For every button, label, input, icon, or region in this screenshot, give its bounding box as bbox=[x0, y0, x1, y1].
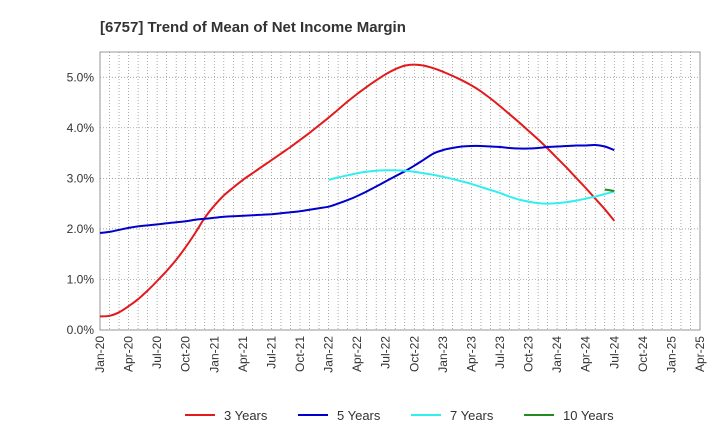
y-tick-label: 2.0% bbox=[67, 222, 95, 236]
y-axis-ticks: 0.0% 1.0% 2.0% 3.0% 4.0% 5.0% bbox=[67, 70, 95, 337]
y-tick-label: 4.0% bbox=[67, 121, 95, 135]
legend-label-3-years: 3 Years bbox=[224, 408, 268, 423]
grid bbox=[99, 52, 701, 331]
plot-area bbox=[99, 51, 701, 331]
legend: 3 Years 5 Years 7 Years 10 Years bbox=[185, 408, 614, 423]
series-line-5-years bbox=[99, 143, 615, 234]
x-tick-label: Jan-20 bbox=[93, 336, 107, 373]
x-tick-label: Jul-24 bbox=[607, 336, 621, 369]
x-tick-label: Apr-25 bbox=[693, 336, 707, 372]
x-tick-label: Jan-25 bbox=[664, 336, 678, 373]
x-tick-label: Oct-23 bbox=[522, 336, 536, 372]
x-tick-label: Jan-22 bbox=[322, 336, 336, 373]
x-tick-label: Apr-23 bbox=[464, 336, 478, 372]
x-tick-label: Oct-20 bbox=[179, 336, 193, 372]
series-line-7-years bbox=[328, 169, 615, 205]
series-line-3-years bbox=[99, 63, 616, 318]
x-tick-label: Apr-22 bbox=[350, 336, 364, 372]
x-tick-label: Oct-24 bbox=[636, 336, 650, 372]
x-tick-label: Jan-24 bbox=[550, 336, 564, 373]
x-tick-label: Jul-21 bbox=[264, 336, 278, 369]
y-tick-label: 1.0% bbox=[67, 272, 95, 286]
x-tick-label: Jul-20 bbox=[150, 336, 164, 369]
x-tick-label: Jan-21 bbox=[207, 336, 221, 373]
x-tick-label: Apr-20 bbox=[122, 336, 136, 372]
x-tick-label: Jan-23 bbox=[436, 336, 450, 373]
x-tick-label: Jul-22 bbox=[379, 336, 393, 369]
legend-label-5-years: 5 Years bbox=[337, 408, 381, 423]
y-tick-label: 0.0% bbox=[67, 323, 95, 337]
legend-label-7-years: 7 Years bbox=[450, 408, 494, 423]
series-line-10-years bbox=[604, 188, 615, 192]
x-tick-label: Oct-21 bbox=[293, 336, 307, 372]
y-tick-label: 3.0% bbox=[67, 171, 95, 185]
x-tick-label: Jul-23 bbox=[493, 336, 507, 369]
x-tick-label: Apr-21 bbox=[236, 336, 250, 372]
x-axis-ticks: Jan-20 Apr-20 Jul-20 Oct-20 Jan-21 Apr-21 Jul-… bbox=[93, 336, 707, 373]
x-tick-label: Apr-24 bbox=[579, 336, 593, 372]
chart-title: [6757] Trend of Mean of Net Income Margi… bbox=[100, 19, 406, 36]
legend-label-10-years: 10 Years bbox=[563, 408, 614, 423]
y-tick-label: 5.0% bbox=[67, 70, 95, 84]
x-tick-label: Oct-22 bbox=[407, 336, 421, 372]
series-lines bbox=[99, 63, 616, 318]
